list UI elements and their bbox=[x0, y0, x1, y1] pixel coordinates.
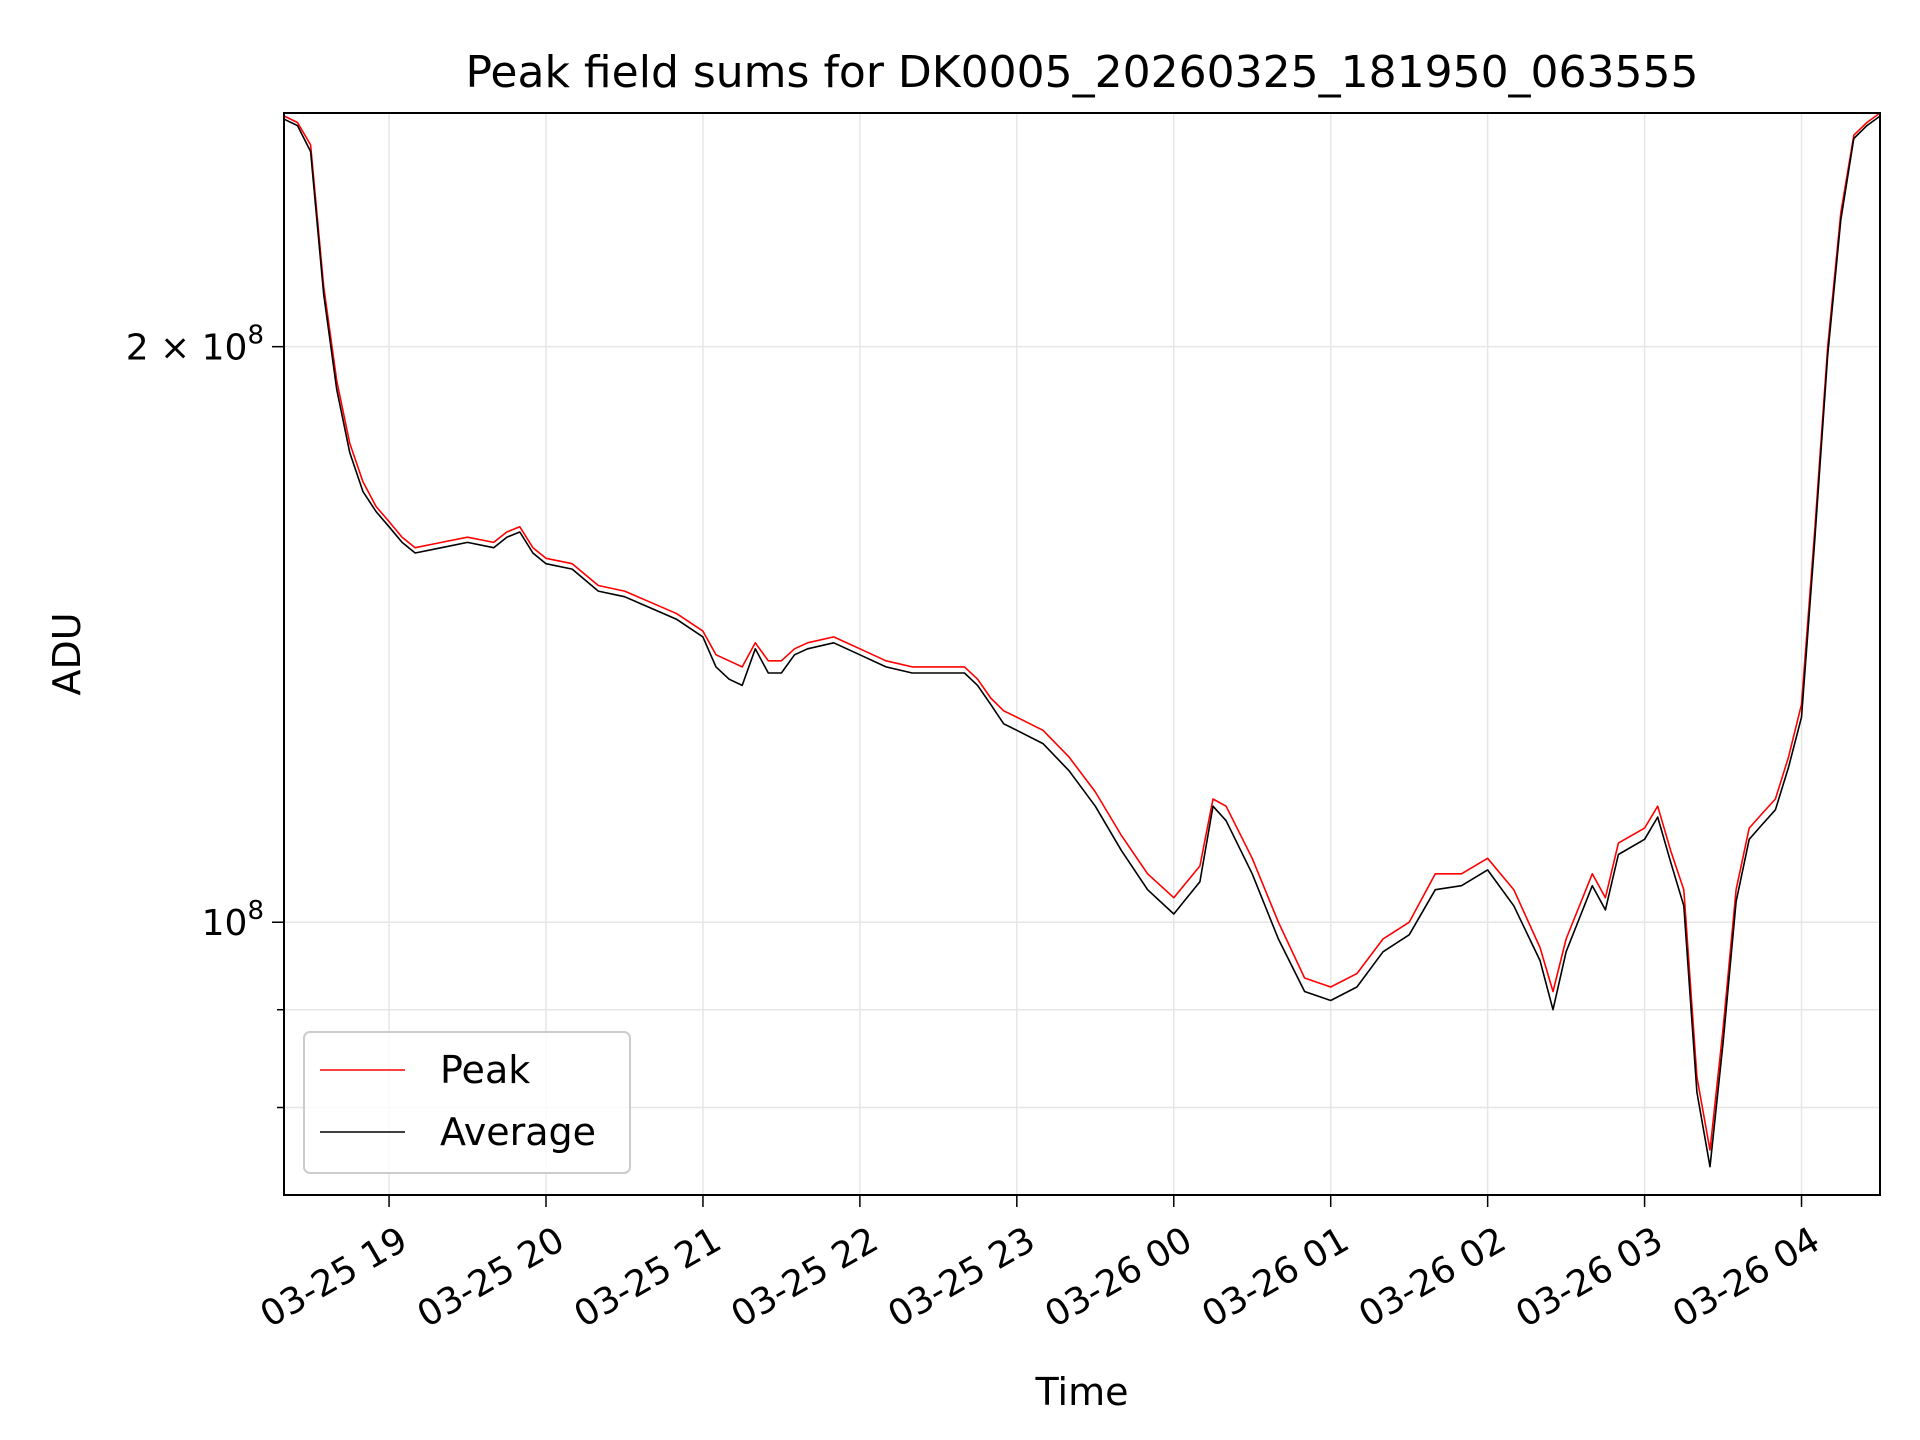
legend-label-peak: Peak bbox=[440, 1048, 530, 1092]
legend-box bbox=[303, 1031, 631, 1174]
x-axis-label: Time bbox=[1035, 1370, 1129, 1414]
chart-title: Peak field sums for DK0005_20260325_1819… bbox=[465, 47, 1698, 98]
series-line-peak bbox=[284, 112, 1881, 1151]
y-tick-label: 2 × 108 bbox=[126, 321, 264, 369]
legend: Peak Average bbox=[303, 1031, 631, 1174]
series-line-average bbox=[284, 115, 1881, 1168]
y-axis-label: ADU bbox=[45, 612, 89, 695]
plot-frame bbox=[283, 112, 1881, 1196]
legend-label-average: Average bbox=[440, 1110, 596, 1154]
y-axis: 2 × 108 108 bbox=[126, 321, 284, 1109]
plot-area bbox=[284, 112, 1881, 1168]
grid bbox=[284, 113, 1880, 1195]
y-tick-label: 108 bbox=[202, 896, 264, 944]
